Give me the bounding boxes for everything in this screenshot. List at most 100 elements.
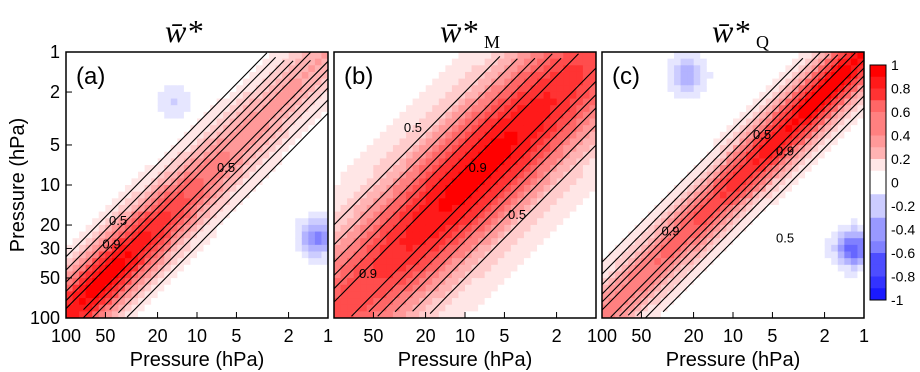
heatmap-cell <box>151 58 159 66</box>
heatmap-cell <box>647 118 655 126</box>
heatmap-cell <box>105 85 113 93</box>
heatmap-cell <box>255 52 264 60</box>
heatmap-cell <box>85 251 93 259</box>
heatmap-cell <box>92 298 100 306</box>
heatmap-cell <box>550 291 558 299</box>
heatmap-cell <box>157 231 165 239</box>
heatmap-cell <box>530 91 538 100</box>
heatmap-cell <box>419 58 427 66</box>
heatmap-cell <box>131 58 139 66</box>
heatmap-cell <box>693 85 701 93</box>
heatmap-cell <box>700 158 708 166</box>
heatmap-cell <box>674 171 682 179</box>
heatmap-cell <box>223 191 231 199</box>
heatmap-cell <box>837 244 845 253</box>
heatmap-cell <box>157 145 165 153</box>
heatmap-cell <box>824 78 832 86</box>
contour-line <box>619 67 864 317</box>
heatmap-cell <box>634 105 642 113</box>
heatmap-cell <box>92 145 100 153</box>
heatmap-cell <box>111 258 119 266</box>
heatmap-cell <box>373 58 381 66</box>
heatmap-cell <box>582 145 591 153</box>
heatmap-cell <box>510 138 518 146</box>
heatmap-cell <box>759 204 767 213</box>
heatmap-cell <box>373 145 381 153</box>
heatmap-cell <box>550 264 558 273</box>
heatmap-cell <box>739 71 747 80</box>
heatmap-cell <box>340 311 348 318</box>
heatmap-cell <box>308 78 316 86</box>
heatmap-cell <box>432 191 440 199</box>
heatmap-cell <box>288 244 296 253</box>
heatmap-cell <box>818 185 826 193</box>
heatmap-cell <box>275 105 283 113</box>
heatmap-cell <box>144 218 152 226</box>
heatmap-cell <box>778 131 786 140</box>
heatmap-cell <box>170 118 178 126</box>
heatmap-cell <box>602 244 610 253</box>
heatmap-cell <box>517 58 525 66</box>
heatmap-cell <box>621 165 629 173</box>
heatmap-cell <box>314 178 323 186</box>
heatmap-cell <box>92 211 100 219</box>
heatmap-cell <box>719 185 728 193</box>
heatmap-cell <box>621 218 629 226</box>
heatmap-cell <box>615 105 623 113</box>
heatmap-cell <box>131 204 139 213</box>
heatmap-cell <box>183 304 192 312</box>
heatmap-cell <box>497 264 505 273</box>
heatmap-cell <box>621 284 629 292</box>
contour-line <box>602 52 856 311</box>
heatmap-cell <box>295 111 303 120</box>
heatmap-cell <box>399 244 407 253</box>
heatmap-cell <box>674 91 682 100</box>
heatmap-cell <box>837 264 845 273</box>
heatmap-cell <box>752 171 760 179</box>
heatmap-cell <box>406 238 414 246</box>
heatmap-cell <box>85 284 93 292</box>
heatmap-cell <box>183 78 192 86</box>
heatmap-cell <box>223 78 231 86</box>
heatmap-cell <box>164 291 172 299</box>
heatmap-cell <box>379 258 387 266</box>
heatmap-cell <box>151 98 159 106</box>
heatmap-cell <box>124 238 133 246</box>
heatmap-cell <box>223 291 231 299</box>
heatmap-cell <box>105 165 113 173</box>
heatmap-cell <box>353 291 361 299</box>
heatmap-cell <box>295 165 303 173</box>
heatmap-cell <box>85 298 93 306</box>
heatmap-cell <box>582 238 591 246</box>
heatmap-cell <box>347 264 355 273</box>
heatmap-cell <box>347 278 355 286</box>
heatmap-cell <box>340 171 348 179</box>
heatmap-cell <box>66 224 74 233</box>
heatmap-cell <box>563 52 571 60</box>
heatmap-cell <box>484 52 492 60</box>
heatmap-cell <box>197 65 205 73</box>
heatmap-cell <box>733 131 741 140</box>
heatmap-cell <box>92 65 100 73</box>
heatmap-cell <box>739 224 747 233</box>
heatmap-cell <box>693 238 701 246</box>
heatmap-cell <box>641 151 649 159</box>
heatmap-cell <box>366 91 374 100</box>
heatmap-cell <box>66 298 74 306</box>
heatmap-cell <box>340 165 348 173</box>
heatmap-cell <box>778 198 786 206</box>
x-axis-label-a: Pressure (hPa) <box>130 349 265 371</box>
heatmap-cell <box>229 65 237 73</box>
heatmap-cell <box>706 258 714 266</box>
heatmap-cell <box>556 91 564 100</box>
heatmap-cell <box>255 118 264 126</box>
heatmap-cell <box>602 218 610 226</box>
heatmap-cell <box>660 211 669 219</box>
heatmap-cell <box>419 311 427 318</box>
heatmap-cell <box>634 111 642 120</box>
heatmap-cell <box>190 298 198 306</box>
heatmap-cell <box>608 52 616 60</box>
heatmap-cell <box>602 91 610 100</box>
heatmap-cell <box>124 204 133 213</box>
heatmap-cell <box>438 271 446 279</box>
